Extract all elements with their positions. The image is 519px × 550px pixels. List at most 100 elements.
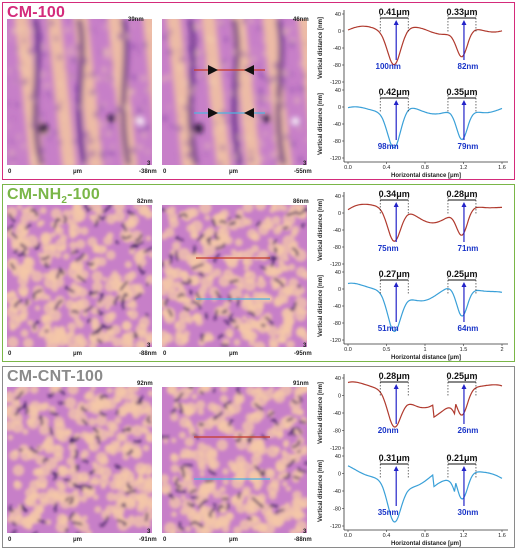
y-tick-label: 40 xyxy=(335,454,341,460)
pore-width-label: 0.27μm xyxy=(379,269,410,279)
profile-lines-overlay xyxy=(194,436,270,480)
blue-profile-curve xyxy=(347,282,503,333)
arrow-up-icon xyxy=(461,384,467,389)
pore-width-label: 0.34μm xyxy=(379,189,410,199)
afm-z-bottom: -88nm xyxy=(294,537,312,543)
pore-depth-label: 64nm xyxy=(458,324,479,333)
x-tick-label: 0.8 xyxy=(421,165,429,171)
afm-texture xyxy=(7,387,152,533)
afm-x-start: 0 xyxy=(163,351,167,357)
arrow-marker-icon xyxy=(244,65,254,75)
x-tick-label: 0.5 xyxy=(383,347,391,353)
arrow-up-icon xyxy=(393,466,399,471)
arrow-up-icon xyxy=(393,100,399,105)
y-tick-label: -40 xyxy=(333,411,341,417)
x-tick-label: 0.0 xyxy=(344,533,352,539)
arrow-up-icon xyxy=(461,466,467,471)
arrow-up-icon xyxy=(393,20,399,25)
afm-z-bottom: -91nm xyxy=(139,537,157,543)
afm-x-end: 3 xyxy=(303,161,307,167)
y-tick-label: -40 xyxy=(333,122,341,128)
y-tick-label: -80 xyxy=(333,63,341,69)
afm-z-bottom: -38nm xyxy=(139,169,157,175)
y-tick-label: -120 xyxy=(330,338,341,344)
afm-x-unit: μm xyxy=(73,537,83,543)
y-tick-label: -80 xyxy=(333,507,341,513)
red-profile-curve xyxy=(347,203,502,242)
x-tick-label: 1.5 xyxy=(460,347,468,353)
afm-x-end: 3 xyxy=(147,529,151,535)
red-profile-curve xyxy=(347,25,503,66)
x-tick-label: 2 xyxy=(500,347,503,353)
panel-title: CM-100 xyxy=(7,4,66,21)
panel-cm-cnt-100: CM-CNT-100 92nm -91nm 0 μm 3 91nm -88nm … xyxy=(2,366,515,548)
afm-x-unit: μm xyxy=(229,537,239,543)
arrow-marker-icon xyxy=(208,108,218,118)
pore-width-label: 0.25μm xyxy=(446,371,477,381)
afm-texture xyxy=(162,19,307,165)
panel-title: CM-CNT-100 xyxy=(7,368,104,385)
y-tick-label: 40 xyxy=(335,376,341,382)
pore-depth-label: 26nm xyxy=(458,426,479,435)
y-tick-label: -40 xyxy=(333,46,341,52)
y-tick-label: -80 xyxy=(333,245,341,251)
pore-depth-label: 82nm xyxy=(458,62,479,71)
afm-x-end: 3 xyxy=(147,343,151,349)
y-tick-label: -40 xyxy=(333,304,341,310)
y-tick-label: -40 xyxy=(333,228,341,234)
y-axis-title: Vertical distance [nm] xyxy=(318,199,324,261)
blue-profile-curve xyxy=(347,106,503,149)
pore-depth-label: 35nm xyxy=(378,508,399,517)
pore-width-label: 0.21μm xyxy=(446,453,477,463)
x-axis-title: Horizontal distance [μm] xyxy=(391,355,461,361)
afm-z-top: 39nm xyxy=(128,17,144,23)
y-tick-label: -80 xyxy=(333,429,341,435)
pore-depth-label: 51nm xyxy=(378,324,399,333)
x-tick-label: 0.4 xyxy=(383,533,391,539)
afm-x-unit: μm xyxy=(73,169,83,175)
y-tick-label: 0 xyxy=(338,29,341,35)
afm-z-bottom: -88nm xyxy=(139,351,157,357)
y-tick-label: 0 xyxy=(338,211,341,217)
y-tick-label: 40 xyxy=(335,194,341,200)
afm-texture xyxy=(162,205,307,347)
x-tick-label: 1.6 xyxy=(498,165,506,171)
pore-width-label: 0.31μm xyxy=(379,453,410,463)
pore-depth-label: 71nm xyxy=(458,244,479,253)
pore-width-label: 0.28μm xyxy=(446,189,477,199)
afm-x-end: 3 xyxy=(303,529,307,535)
afm-x-unit: μm xyxy=(229,169,239,175)
y-tick-label: 0 xyxy=(338,105,341,111)
y-axis-title: Vertical distance [nm] xyxy=(318,17,324,79)
x-tick-label: 1.2 xyxy=(460,165,468,171)
blue-profile-curve xyxy=(347,465,503,523)
afm-image-with-lines xyxy=(162,205,307,347)
y-tick-label: -80 xyxy=(333,139,341,145)
arrow-up-icon xyxy=(461,282,467,287)
y-tick-label: 0 xyxy=(338,394,341,400)
y-tick-label: -120 xyxy=(330,156,341,162)
x-tick-label: 1.6 xyxy=(498,533,506,539)
y-tick-label: -120 xyxy=(330,524,341,530)
afm-image-with-lines xyxy=(162,19,307,165)
y-tick-label: -120 xyxy=(330,446,341,452)
pore-depth-label: 30nm xyxy=(458,508,479,517)
afm-image-height xyxy=(7,19,152,165)
y-tick-label: -80 xyxy=(333,321,341,327)
pore-depth-label: 75nm xyxy=(378,244,399,253)
afm-texture xyxy=(7,205,152,347)
afm-x-end: 3 xyxy=(147,161,151,167)
height-profile-chart: 40 0 -40 -80 -120 Vertical distance [nm] 40 0 -4… xyxy=(318,189,508,361)
afm-image-with-lines xyxy=(162,387,307,533)
pore-width-label: 0.28μm xyxy=(379,371,410,381)
afm-z-top: 86nm xyxy=(293,199,309,205)
x-tick-label: 0.4 xyxy=(383,165,391,171)
pore-depth-label: 79nm xyxy=(458,142,479,151)
afm-x-end: 3 xyxy=(303,343,307,349)
profile-lines-overlay xyxy=(194,65,265,118)
red-profile-curve xyxy=(347,381,503,428)
y-tick-label: 40 xyxy=(335,12,341,18)
afm-x-unit: μm xyxy=(73,351,83,357)
afm-z-top: 92nm xyxy=(137,381,153,387)
y-axis-title: Vertical distance [nm] xyxy=(318,382,324,444)
